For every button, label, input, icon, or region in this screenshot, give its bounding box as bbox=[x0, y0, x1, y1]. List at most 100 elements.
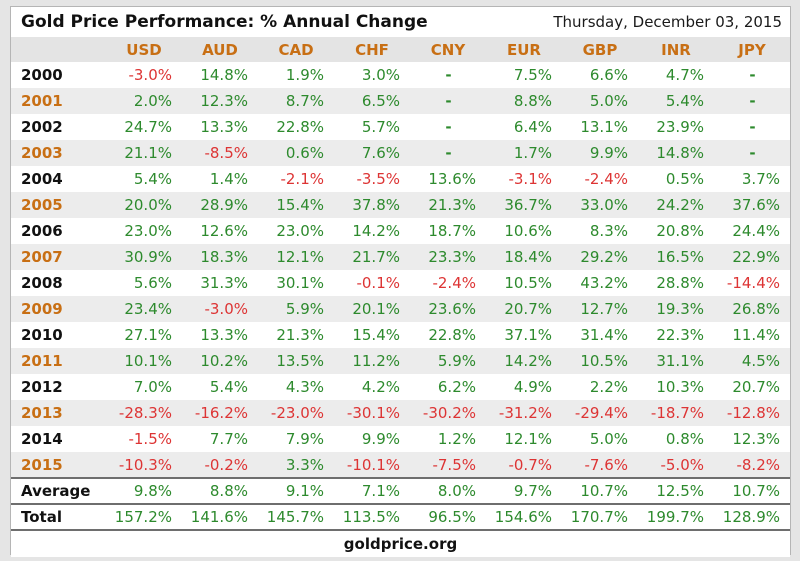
table-cell: 33.0% bbox=[580, 196, 628, 214]
table-cell: 21.3% bbox=[276, 326, 324, 344]
row-label: 2014 bbox=[21, 430, 63, 448]
table-cell: 23.9% bbox=[656, 118, 704, 136]
table-row-average: Average 9.8% 8.8% 9.1% 7.1% 8.0% 9.7% 10.7% 12.5… bbox=[11, 477, 790, 504]
table-cell: -2.4% bbox=[584, 170, 628, 188]
table-cell: 18.3% bbox=[200, 248, 248, 266]
table-cell: 4.9% bbox=[513, 378, 552, 396]
table-cell: 9.9% bbox=[589, 144, 628, 162]
table-cell: 6.5% bbox=[361, 92, 400, 110]
table-cell: -0.1% bbox=[356, 274, 400, 292]
table-cell: -14.4% bbox=[726, 274, 780, 292]
table-cell: 5.6% bbox=[133, 274, 172, 292]
table-row-2010: 2010 27.1% 13.3% 21.3% 15.4% 22.8% 37.1% 31.4% 2… bbox=[11, 322, 790, 348]
table-cell: 6.2% bbox=[437, 378, 476, 396]
table-row-2005: 2005 20.0% 28.9% 15.4% 37.8% 21.3% 36.7% 33.0% 2… bbox=[11, 192, 790, 218]
table-cell: 9.1% bbox=[258, 477, 334, 504]
table-cell: 23.0% bbox=[124, 222, 172, 240]
table-cell: 8.8% bbox=[182, 477, 258, 504]
table-cell: - bbox=[749, 92, 756, 110]
gold-price-table: USD AUD CAD CHF CNY EUR GBP INR JPY 2000 -3.0% 14.… bbox=[11, 37, 790, 531]
table-cell: 4.2% bbox=[361, 378, 400, 396]
table-cell: 22.8% bbox=[276, 118, 324, 136]
table-cell: 24.2% bbox=[656, 196, 704, 214]
table-cell: 37.8% bbox=[352, 196, 400, 214]
row-label: 2011 bbox=[21, 352, 63, 370]
table-cell: 43.2% bbox=[580, 274, 628, 292]
table-cell: 5.4% bbox=[209, 378, 248, 396]
table-row-total: Total 157.2% 141.6% 145.7% 113.5% 96.5% 154.6%… bbox=[11, 503, 790, 531]
table-cell: 23.3% bbox=[428, 248, 476, 266]
table-cell: 10.5% bbox=[504, 274, 552, 292]
table-cell: -3.1% bbox=[508, 170, 552, 188]
table-cell: 5.9% bbox=[437, 352, 476, 370]
table-cell: -0.7% bbox=[508, 455, 552, 474]
table-cell: 0.5% bbox=[665, 170, 704, 188]
table-cell: -5.0% bbox=[660, 455, 704, 474]
table-cell: 23.0% bbox=[276, 222, 324, 240]
column-header-cad: CAD bbox=[278, 40, 314, 59]
table-row-2001: 2001 2.0% 12.3% 8.7% 6.5% - 8.8% 5.0% 5.4% - bbox=[11, 88, 790, 114]
table-cell: 3.0% bbox=[361, 66, 400, 84]
table-cell: 12.7% bbox=[580, 300, 628, 318]
gold-price-table-card: Gold Price Performance: % Annual Change … bbox=[10, 6, 791, 557]
table-cell: 9.9% bbox=[361, 430, 400, 448]
table-cell: 4.3% bbox=[285, 378, 324, 396]
table-cell: -3.5% bbox=[356, 170, 400, 188]
table-row-2006: 2006 23.0% 12.6% 23.0% 14.2% 18.7% 10.6% 8.3% 20… bbox=[11, 218, 790, 244]
table-cell: 7.9% bbox=[285, 430, 324, 448]
table-cell: 19.3% bbox=[656, 300, 704, 318]
table-cell: 18.4% bbox=[504, 248, 552, 266]
table-cell: 1.7% bbox=[513, 144, 552, 162]
table-row-2015: 2015 -10.3% -0.2% 3.3% -10.1% -7.5% -0.7% -7.6%… bbox=[11, 452, 790, 478]
table-cell: 10.1% bbox=[124, 352, 172, 370]
column-header-chf: CHF bbox=[355, 40, 389, 59]
table-cell: 6.4% bbox=[513, 118, 552, 136]
table-cell: 21.3% bbox=[428, 196, 476, 214]
table-cell: -8.2% bbox=[736, 455, 780, 474]
table-cell: 5.4% bbox=[665, 92, 704, 110]
table-row-2012: 2012 7.0% 5.4% 4.3% 4.2% 6.2% 4.9% 2.2% 10.3% 20.… bbox=[11, 374, 790, 400]
table-cell: 13.3% bbox=[200, 326, 248, 344]
table-cell: 113.5% bbox=[334, 503, 410, 531]
table-cell: -0.2% bbox=[204, 455, 248, 474]
table-cell: 12.1% bbox=[504, 430, 552, 448]
table-cell: 31.1% bbox=[656, 352, 704, 370]
table-cell: -7.6% bbox=[584, 455, 628, 474]
table-cell: 10.2% bbox=[200, 352, 248, 370]
table-cell: 96.5% bbox=[410, 503, 486, 531]
table-cell: 21.1% bbox=[124, 144, 172, 162]
table-cell: 28.9% bbox=[200, 196, 248, 214]
table-cell: -31.2% bbox=[498, 404, 552, 422]
table-cell: 31.4% bbox=[580, 326, 628, 344]
row-label: 2002 bbox=[21, 118, 63, 136]
table-cell: 22.3% bbox=[656, 326, 704, 344]
column-header-inr: INR bbox=[661, 40, 691, 59]
table-cell: -23.0% bbox=[270, 404, 324, 422]
table-cell: 3.3% bbox=[285, 455, 324, 474]
row-label: 2012 bbox=[21, 378, 63, 396]
table-cell: 23.4% bbox=[124, 300, 172, 318]
column-header-jpy: JPY bbox=[738, 40, 766, 59]
table-cell: 1.4% bbox=[209, 170, 248, 188]
table-cell: 31.3% bbox=[200, 274, 248, 292]
table-cell: 7.5% bbox=[513, 66, 552, 84]
table-cell: 7.1% bbox=[334, 477, 410, 504]
table-cell: 14.8% bbox=[656, 144, 704, 162]
table-row-2002: 2002 24.7% 13.3% 22.8% 5.7% - 6.4% 13.1% 23.9% - bbox=[11, 114, 790, 140]
table-row-2008: 2008 5.6% 31.3% 30.1% -0.1% -2.4% 10.5% 43.2% 28… bbox=[11, 270, 790, 296]
table-cell: 10.5% bbox=[580, 352, 628, 370]
table-cell: 22.8% bbox=[428, 326, 476, 344]
table-cell: 24.4% bbox=[732, 222, 780, 240]
table-cell: 10.7% bbox=[562, 477, 638, 504]
row-label: 2013 bbox=[21, 404, 63, 422]
table-cell: -10.1% bbox=[346, 455, 400, 474]
column-header-eur: EUR bbox=[507, 40, 541, 59]
table-cell: 12.1% bbox=[276, 248, 324, 266]
table-cell: - bbox=[445, 144, 452, 162]
table-cell: -30.1% bbox=[346, 404, 400, 422]
table-footer: goldprice.org bbox=[11, 531, 790, 557]
corner-cell bbox=[11, 37, 106, 62]
table-cell: -18.7% bbox=[650, 404, 704, 422]
table-cell: 20.1% bbox=[352, 300, 400, 318]
table-row-2000: 2000 -3.0% 14.8% 1.9% 3.0% - 7.5% 6.6% 4.7% - bbox=[11, 62, 790, 88]
